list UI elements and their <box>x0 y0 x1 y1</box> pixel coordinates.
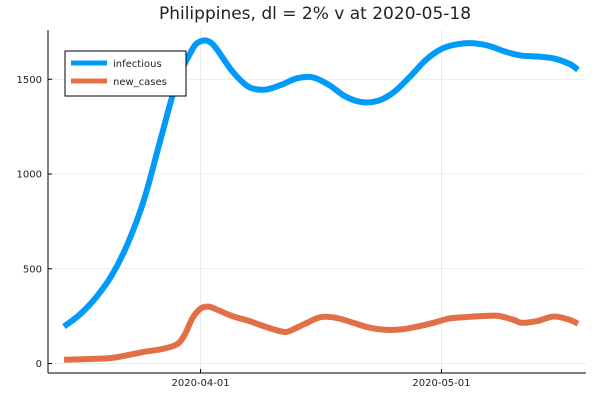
series-line-new-cases <box>63 303 580 363</box>
x-tick-label: 2020-05-01 <box>412 378 470 389</box>
legend: infectious new_cases <box>64 50 187 97</box>
y-tick-label: 1000 <box>17 170 42 181</box>
plot-series <box>62 37 580 363</box>
chart-title: Philippines, dl = 2% v at 2020-05-18 <box>159 4 471 24</box>
y-tick-label: 0 <box>36 359 42 370</box>
tick-labels: 0 500 1000 1500 2020-04-01 2020-05-01 <box>17 75 471 389</box>
series-line-infectious <box>62 37 580 329</box>
y-tick-label: 1500 <box>17 75 42 86</box>
x-tick-label: 2020-04-01 <box>172 378 230 389</box>
axes <box>47 30 586 374</box>
legend-label-new-cases: new_cases <box>113 77 167 88</box>
y-tick-label: 500 <box>23 264 42 275</box>
legend-box <box>64 50 187 97</box>
legend-label-infectious: infectious <box>113 59 162 70</box>
